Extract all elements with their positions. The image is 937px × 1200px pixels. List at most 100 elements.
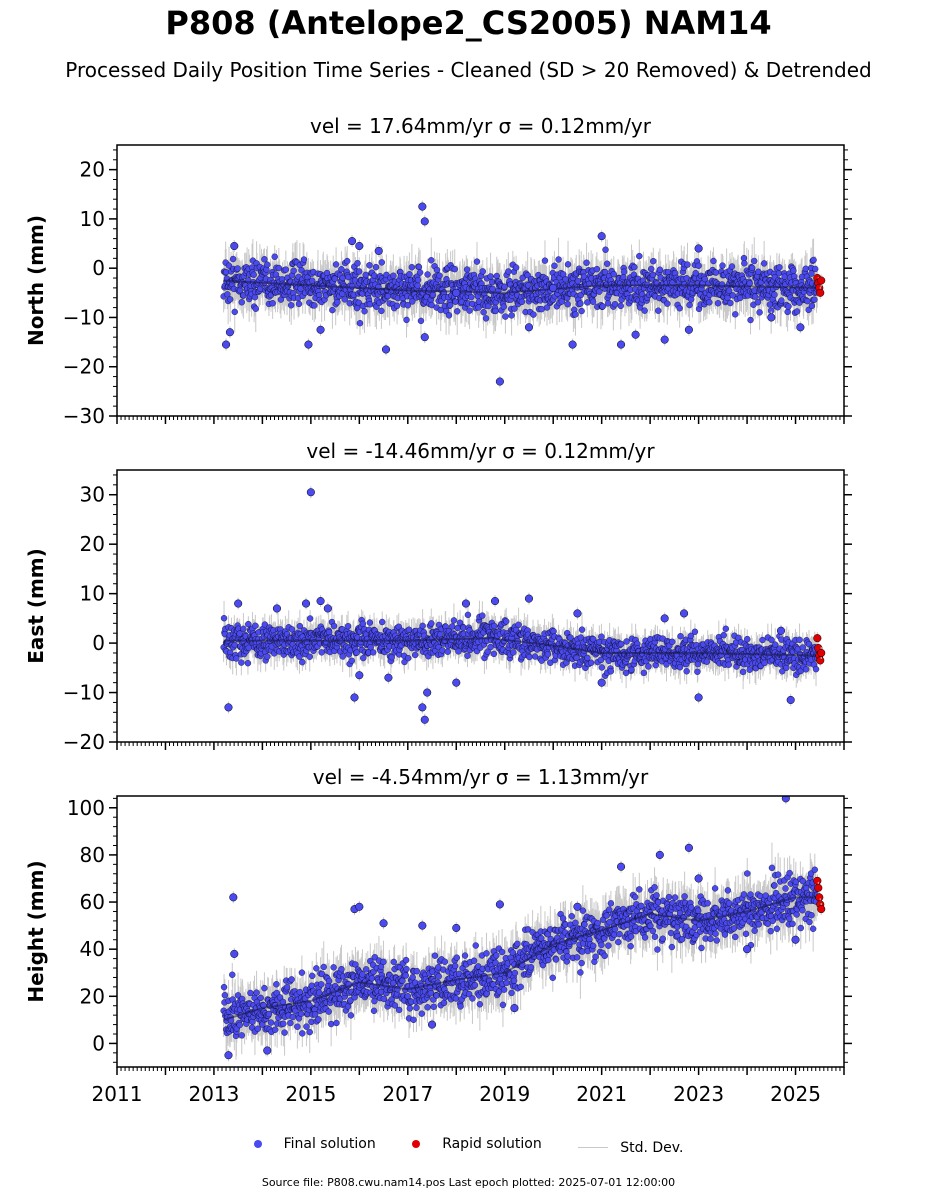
final-point [362, 271, 369, 279]
final-point [555, 256, 562, 263]
final-point [482, 315, 490, 322]
final-point [463, 266, 471, 273]
final-point [524, 271, 531, 279]
final-point [304, 340, 313, 349]
final-point [695, 262, 702, 269]
final-point [611, 301, 619, 308]
final-point [290, 267, 297, 274]
final-point [344, 257, 351, 265]
final-point [238, 659, 245, 666]
final-point [378, 307, 385, 315]
final-point [409, 298, 416, 305]
final-point [366, 301, 374, 308]
final-point [603, 260, 611, 267]
final-point [225, 328, 234, 337]
y-tick-label: −10 [63, 305, 105, 329]
final-point [495, 377, 504, 386]
final-point [617, 302, 624, 310]
final-point [240, 625, 247, 633]
final-point [288, 626, 296, 633]
final-point [620, 268, 628, 275]
final-point [714, 300, 722, 307]
final-point [810, 256, 817, 264]
final-point [596, 288, 603, 295]
final-point [416, 269, 424, 276]
final-point [417, 317, 425, 325]
final-point [480, 309, 487, 316]
y-axis-label: East (mm) [24, 548, 48, 664]
final-point [755, 268, 762, 275]
final-point [775, 270, 783, 277]
trend-line [223, 279, 820, 294]
final-point [686, 301, 693, 309]
final-point [261, 621, 268, 628]
final-point [701, 275, 708, 283]
final-point [269, 300, 276, 307]
final-point [811, 296, 818, 303]
final-point [664, 300, 671, 307]
rapid-solution-points [813, 272, 826, 299]
final-point [225, 262, 233, 269]
final-point [233, 655, 240, 662]
final-point [306, 653, 313, 660]
final-point [684, 261, 691, 268]
final-point [578, 307, 585, 315]
panel-0: vel = 17.64mm/yr σ = 0.12mm/yr North (mm)… [24, 114, 852, 428]
final-point [543, 304, 551, 311]
final-point [562, 276, 569, 283]
final-point [650, 258, 657, 265]
final-point [551, 262, 558, 269]
final-point [309, 277, 316, 284]
final-point [729, 292, 736, 299]
final-point [288, 302, 295, 309]
final-point [725, 287, 733, 294]
final-point [403, 316, 410, 324]
y-tick-label: 0 [92, 256, 105, 280]
final-point [574, 277, 582, 285]
final-point [334, 299, 341, 306]
plot-area [220, 486, 826, 726]
final-point [741, 260, 748, 267]
final-point [316, 325, 325, 334]
final-point [222, 340, 231, 349]
panel-title: vel = -14.46mm/yr σ = 0.12mm/yr [306, 439, 655, 463]
final-point [601, 268, 609, 276]
final-point [604, 300, 612, 307]
final-point [381, 345, 391, 354]
final-point [424, 271, 431, 278]
final-point [500, 303, 507, 310]
final-point [404, 302, 411, 309]
figure-subtitle: Processed Daily Position Time Series - C… [65, 58, 872, 82]
final-point [719, 262, 726, 269]
final-point [793, 308, 801, 315]
final-point [620, 273, 627, 281]
final-point [332, 261, 340, 268]
final-point [501, 283, 508, 290]
final-point [631, 264, 638, 271]
figure-title: P808 (Antelope2_CS2005) NAM14 [165, 4, 772, 42]
final-point [808, 302, 816, 310]
final-point [771, 291, 778, 298]
final-point [728, 263, 736, 270]
final-point [649, 271, 657, 279]
final-point [429, 291, 437, 299]
final-point [732, 311, 739, 318]
final-outlier-points [222, 200, 805, 388]
panel-1: vel = -14.46mm/yr σ = 0.12mm/yr East (mm)… [24, 439, 852, 754]
final-point [227, 296, 234, 303]
final-point [264, 653, 271, 660]
panel-title: vel = 17.64mm/yr σ = 0.12mm/yr [310, 114, 652, 138]
final-point [318, 649, 325, 656]
final-point [602, 246, 609, 253]
final-point [617, 340, 626, 349]
y-tick-label: −20 [63, 355, 105, 379]
final-point [245, 620, 252, 628]
final-point [414, 282, 421, 289]
final-point [538, 305, 545, 313]
final-point [479, 268, 486, 275]
final-point [636, 252, 643, 260]
final-point [353, 304, 361, 312]
final-point [656, 266, 664, 273]
final-point [749, 264, 756, 272]
final-point [655, 307, 662, 314]
